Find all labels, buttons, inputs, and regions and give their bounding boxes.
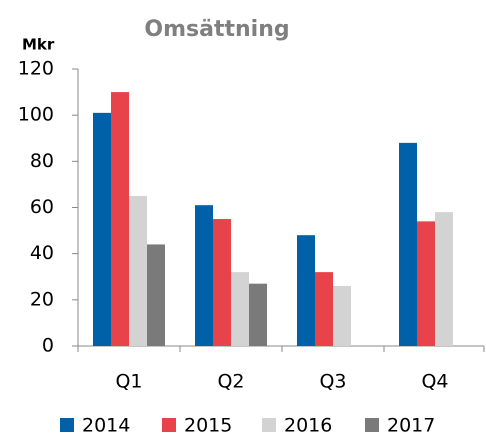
bar <box>195 205 213 346</box>
legend-swatch <box>365 418 379 432</box>
legend-label: 2017 <box>387 415 435 437</box>
y-tick-label: 20 <box>30 288 54 310</box>
x-tick-label: Q2 <box>217 371 244 393</box>
bar <box>333 285 351 346</box>
bar <box>147 244 165 346</box>
bar <box>399 142 417 346</box>
bar <box>417 221 435 346</box>
legend-swatch <box>162 418 176 432</box>
y-tick-label: 40 <box>30 242 54 264</box>
x-tick-label: Q1 <box>115 371 142 393</box>
bar <box>231 272 249 346</box>
y-tick-label: 100 <box>18 104 54 126</box>
y-tick-label: 0 <box>42 335 54 357</box>
bar <box>249 283 267 346</box>
y-tick-label: 120 <box>18 58 54 80</box>
bar <box>213 219 231 346</box>
legend-swatch <box>262 418 276 432</box>
y-tick-label: 60 <box>30 196 54 218</box>
bar <box>435 212 453 346</box>
x-tick-label: Q4 <box>421 371 448 393</box>
legend-label: 2016 <box>284 415 332 437</box>
legend-swatch <box>60 418 74 432</box>
bar <box>111 92 129 346</box>
y-axis-label: Mkr <box>22 36 55 54</box>
bar <box>93 112 111 346</box>
bar <box>297 235 315 346</box>
bar <box>129 195 147 346</box>
legend-label: 2015 <box>184 415 232 437</box>
x-tick-label: Q3 <box>319 371 346 393</box>
legend-label: 2014 <box>82 415 130 437</box>
chart-title: Omsättning <box>144 17 289 42</box>
y-tick-label: 80 <box>30 150 54 172</box>
bar <box>315 272 333 346</box>
